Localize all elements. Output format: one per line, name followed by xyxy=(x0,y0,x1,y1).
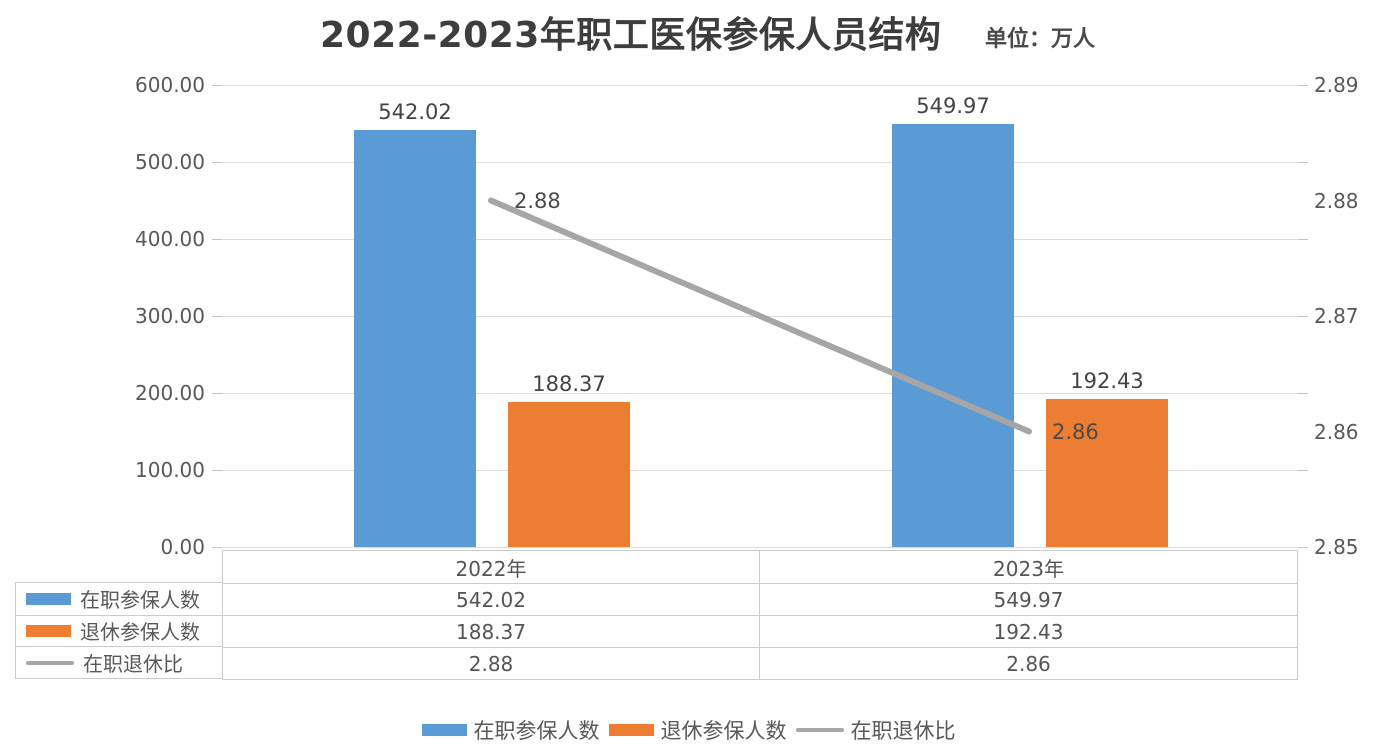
left-axis-tick xyxy=(212,547,222,548)
table-header-2022: 2022年 xyxy=(223,551,760,583)
table-row-label-retired: 退休参保人数 xyxy=(16,614,222,647)
right-axis-tick-label: 2.89 xyxy=(1314,73,1359,97)
right-axis-tick xyxy=(1298,470,1308,471)
active-insured-bar-2022年 xyxy=(354,129,476,547)
legend-item-retired: 退休参保人数 xyxy=(608,715,787,745)
left-axis-tick-label: 0.00 xyxy=(160,535,205,559)
legend-label: 在职退休比 xyxy=(850,719,956,743)
legend-label: 在职参保人数 xyxy=(473,719,600,743)
right-axis-tick xyxy=(1298,162,1308,163)
active-series-swatch-icon xyxy=(26,592,71,605)
left-axis-tick xyxy=(212,393,222,394)
table-row-label-text: 在职参保人数 xyxy=(80,588,200,613)
retired-series-swatch-icon xyxy=(608,724,654,736)
left-axis-tick-label: 500.00 xyxy=(135,150,205,174)
chart-title: 2022-2023年职工医保参保人员结构 xyxy=(320,15,942,56)
unit-label: 单位：万人 xyxy=(985,27,1096,52)
left-axis-tick-label: 100.00 xyxy=(135,458,205,482)
active-retired-ratio-value-label: 2.88 xyxy=(514,188,561,213)
left-axis-tick xyxy=(212,85,222,86)
table-cell-active-2023: 549.97 xyxy=(760,583,1297,615)
table-row-label-text: 在职退休比 xyxy=(83,652,183,677)
legend-label: 退休参保人数 xyxy=(660,719,787,743)
table-row-label-active: 在职参保人数 xyxy=(16,583,222,615)
table-cell-retired-2023: 192.43 xyxy=(760,615,1297,647)
right-axis-tick xyxy=(1298,316,1308,317)
table-cell-ratio-2022: 2.88 xyxy=(223,647,760,679)
right-axis-tick-label: 2.88 xyxy=(1314,188,1359,213)
table-row-label-ratio: 在职退休比 xyxy=(16,646,222,678)
left-axis-tick xyxy=(212,316,222,317)
right-axis-tick xyxy=(1298,393,1308,394)
active-insured-value-label: 549.97 xyxy=(916,93,990,118)
active-insured-value-label: 542.02 xyxy=(378,99,452,124)
left-axis-tick-label: 600.00 xyxy=(135,73,205,97)
left-axis-tick-label: 200.00 xyxy=(135,381,205,405)
retired-insured-bar-2023年 xyxy=(1046,398,1168,547)
data-table-series-labels: 在职参保人数 退休参保人数 在职退休比 xyxy=(15,582,222,679)
right-axis-tick xyxy=(1298,85,1308,86)
gridline xyxy=(222,547,1298,548)
table-row-label-text: 退休参保人数 xyxy=(80,620,200,645)
table-header-2023: 2023年 xyxy=(993,556,1064,581)
left-axis-tick-label: 400.00 xyxy=(135,227,205,251)
right-axis-tick-label: 2.86 xyxy=(1314,419,1359,444)
right-axis-tick-label: 2.85 xyxy=(1314,535,1359,559)
table-cell-retired-2022: 188.37 xyxy=(223,615,760,647)
table-cell-ratio-2023: 2.86 xyxy=(760,647,1297,679)
right-axis-tick xyxy=(1298,547,1308,548)
table-cell-active-2022: 542.02 xyxy=(223,583,760,615)
active-insured-bar-2023年 xyxy=(892,123,1014,547)
left-axis-tick xyxy=(212,239,222,240)
legend-item-ratio: 在职退休比 xyxy=(795,715,956,745)
right-axis-tick-label: 2.87 xyxy=(1314,304,1359,328)
active-retired-ratio-value-label: 2.86 xyxy=(1052,419,1099,444)
active-series-swatch-icon xyxy=(421,724,467,736)
retired-insured-bar-2022年 xyxy=(508,401,630,547)
gridline xyxy=(222,85,1298,86)
left-axis-tick xyxy=(212,162,222,163)
gridline xyxy=(222,470,1298,471)
ratio-series-swatch-icon xyxy=(795,728,844,732)
gridline xyxy=(222,162,1298,163)
ratio-series-swatch-icon xyxy=(26,660,74,665)
left-axis-tick xyxy=(212,470,222,471)
chart-legend: 在职参保人数 退休参保人数 在职退休比 xyxy=(0,714,1377,746)
retired-insured-value-label: 188.37 xyxy=(532,371,606,396)
right-axis-tick xyxy=(1298,239,1308,240)
left-axis-tick-label: 300.00 xyxy=(135,304,205,328)
legend-item-active: 在职参保人数 xyxy=(421,715,600,745)
retired-series-swatch-icon xyxy=(26,624,71,637)
retired-insured-value-label: 192.43 xyxy=(1070,368,1144,393)
data-table: 2022年 2023年 542.02 549.97 188.37 192.43 … xyxy=(222,550,1298,680)
